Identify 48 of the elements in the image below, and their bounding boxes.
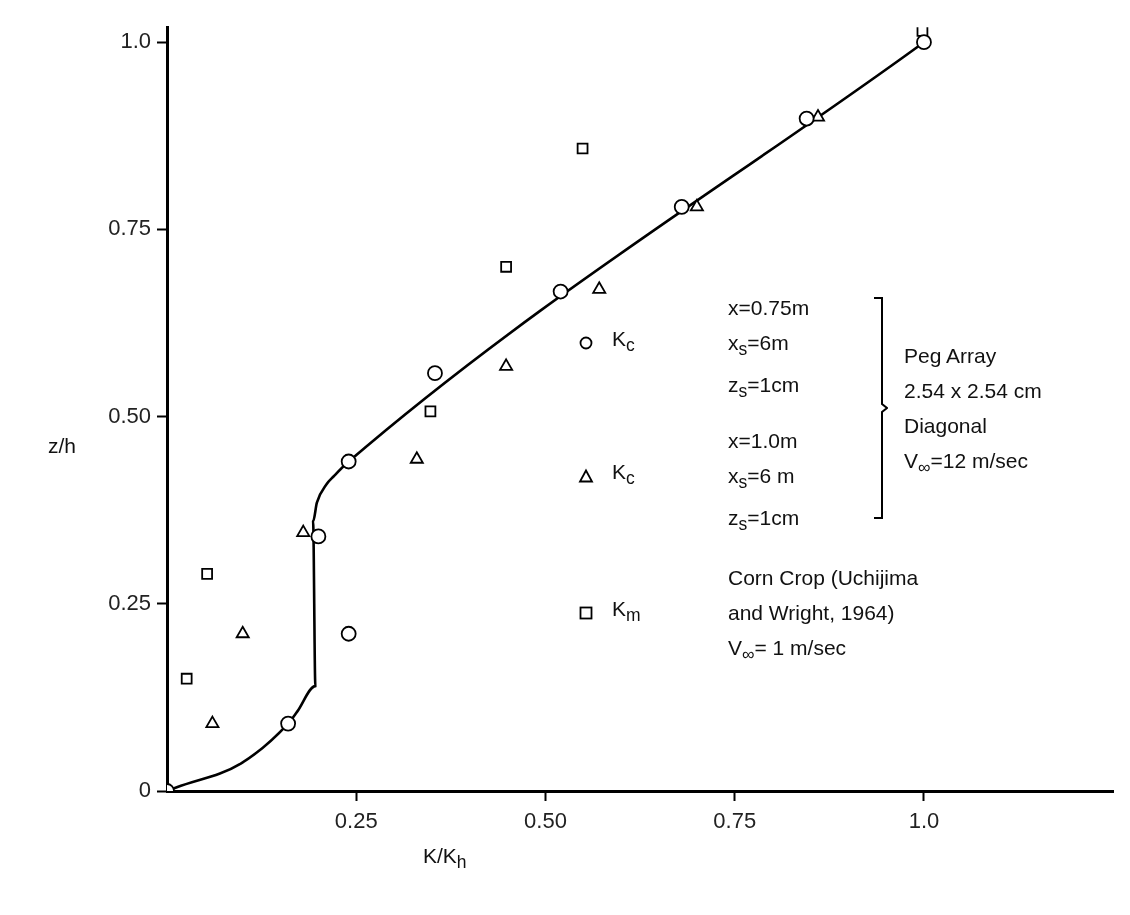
point <box>296 524 311 538</box>
point <box>340 625 357 642</box>
point <box>424 405 437 418</box>
point <box>340 453 357 470</box>
point <box>916 34 932 51</box>
point <box>576 142 589 155</box>
annotation: V$_{∞}$=12 m/sec <box>904 449 1028 478</box>
legend-label: K$_{c}$ <box>612 459 635 491</box>
point <box>592 281 607 294</box>
point <box>500 260 512 273</box>
annotation: Corn Crop (Uchijima <box>728 566 919 589</box>
y-tick-label: 0.50 <box>108 402 151 428</box>
annotation: x=0.75m <box>728 296 810 319</box>
annotation: and Wright, 1964) <box>728 601 895 624</box>
point <box>427 365 443 382</box>
y-tick-label: 0 <box>138 777 151 803</box>
annotation: 2.54 x 2.54 cm <box>904 379 1042 402</box>
point <box>180 672 193 685</box>
y-tick-label: 0.75 <box>108 215 151 241</box>
point <box>798 110 815 127</box>
x-axis-title: K/K$_{h}$ <box>423 844 467 873</box>
x-tick-label: 0.50 <box>524 808 567 834</box>
point <box>499 358 514 371</box>
legend-label: K$_{m}$ <box>612 596 641 628</box>
point <box>673 199 690 215</box>
y-tick-label: 1.0 <box>120 28 151 54</box>
annotation: z$_{s}$=1cm <box>728 506 800 535</box>
annotation: x$_{s}$=6 m <box>728 464 795 493</box>
annotation: x$_{s}$=6m <box>728 331 789 360</box>
annotation: z$_{s}$=1cm <box>728 373 800 402</box>
point <box>552 283 569 300</box>
annotation: Peg Array <box>904 344 997 367</box>
point <box>235 625 250 639</box>
annotation: Diagonal <box>904 414 987 437</box>
y-tick-label: 0.25 <box>108 589 151 615</box>
y-axis-title: z/h <box>48 434 77 457</box>
point <box>201 567 213 580</box>
point <box>689 199 704 212</box>
x-tick-label: 1.0 <box>908 808 940 834</box>
legend-label: K$_{c}$ <box>612 326 635 358</box>
point <box>409 451 424 464</box>
x-tick-label: 0.25 <box>334 808 378 834</box>
point <box>205 715 220 729</box>
annotation: x=1.0m <box>728 429 798 452</box>
annotation: V$_{∞}$= 1 m/sec <box>728 636 847 665</box>
x-tick-label: 0.75 <box>713 808 757 834</box>
point <box>280 715 297 732</box>
point <box>310 528 327 545</box>
